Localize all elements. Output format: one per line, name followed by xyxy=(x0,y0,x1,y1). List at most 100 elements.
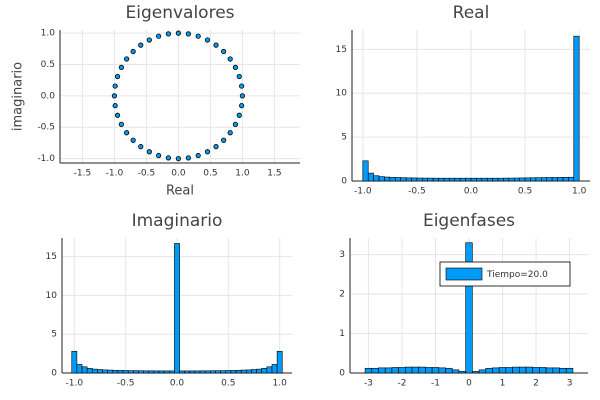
bar xyxy=(148,370,155,374)
point xyxy=(146,149,152,155)
x-tick-label: 0.0 xyxy=(170,379,185,389)
bar xyxy=(445,367,453,374)
y-tick-label: -0.5 xyxy=(37,123,55,133)
bar xyxy=(465,242,473,374)
point xyxy=(156,33,162,39)
x-tick-label: 0.5 xyxy=(518,187,532,197)
bar xyxy=(210,370,216,374)
bar xyxy=(102,369,108,374)
bar xyxy=(476,177,483,182)
y-tick-label: 5 xyxy=(341,133,347,143)
chart-title: Eigenfases xyxy=(423,211,515,231)
x-tick-label: 0.0 xyxy=(464,187,479,197)
bar xyxy=(443,177,450,182)
bar xyxy=(179,370,186,374)
point xyxy=(146,37,152,43)
bar xyxy=(240,369,247,374)
y-tick-label: 3 xyxy=(339,250,345,260)
bar xyxy=(127,370,134,374)
x-tick-label: 0 xyxy=(466,379,472,389)
x-tick-label: 0.5 xyxy=(221,379,235,389)
bar xyxy=(122,370,129,374)
bar xyxy=(384,367,393,374)
x-tick-label: 0.0 xyxy=(171,169,186,179)
bar xyxy=(486,177,493,182)
bar xyxy=(163,370,170,374)
bar xyxy=(174,243,180,374)
chart-title: Imaginario xyxy=(132,211,223,231)
bar xyxy=(535,177,542,182)
point xyxy=(138,42,144,48)
bar xyxy=(391,367,399,374)
point xyxy=(111,93,118,99)
bar xyxy=(465,177,472,182)
y-tick-label: 1.0 xyxy=(41,29,56,39)
bar xyxy=(470,177,477,182)
bar xyxy=(117,370,124,374)
x-tick-label: -3 xyxy=(364,379,373,389)
bar xyxy=(432,177,439,182)
bar xyxy=(552,367,560,374)
point xyxy=(239,93,245,99)
bar xyxy=(86,368,93,374)
bar xyxy=(371,367,379,374)
bar xyxy=(220,370,227,374)
x-tick-label: -2 xyxy=(397,379,406,389)
bar xyxy=(519,177,526,182)
bar xyxy=(215,370,221,374)
y-tick-label: 0 xyxy=(341,177,347,187)
bar xyxy=(367,172,374,182)
panel: -1.0 -0.5 0.0 0.5 1.0 0 5 10 15 Imaginario xyxy=(46,211,292,389)
point xyxy=(156,152,162,159)
bar xyxy=(551,177,558,182)
bar xyxy=(559,367,567,374)
bar xyxy=(458,371,466,374)
bar xyxy=(416,177,423,182)
panel: -1.0 -0.5 0.0 0.5 1.0 0 5 10 15 Real xyxy=(336,3,590,197)
point xyxy=(130,48,136,55)
bar xyxy=(235,369,242,374)
bar xyxy=(398,367,406,374)
bar xyxy=(478,369,487,374)
bar xyxy=(378,176,385,182)
x-tick-label: -0.5 xyxy=(117,379,135,389)
bar xyxy=(498,367,507,374)
legend-label: Tiempo=20.0 xyxy=(486,270,548,280)
bar xyxy=(418,366,426,374)
point xyxy=(165,31,172,37)
point xyxy=(204,37,211,43)
bar xyxy=(431,367,440,374)
bar xyxy=(438,367,446,374)
bar xyxy=(251,369,257,374)
bar xyxy=(454,177,461,182)
bar xyxy=(512,366,520,374)
panel: -3 -2 -1 0 1 2 3 0 1 2 3 Eigenfases Tiempo=20.0 xyxy=(339,211,588,389)
bar xyxy=(438,177,445,182)
bar xyxy=(225,370,232,374)
bar xyxy=(261,368,268,374)
bar xyxy=(472,371,480,374)
bar xyxy=(497,177,504,182)
bar xyxy=(81,366,88,374)
bar xyxy=(143,370,150,374)
y-tick-label: 1 xyxy=(339,329,345,339)
point xyxy=(185,31,191,37)
bar xyxy=(266,366,273,374)
y-tick-label: 0.0 xyxy=(41,91,56,101)
x-tick-label: -1 xyxy=(431,379,440,389)
x-tick-label: 3 xyxy=(567,379,573,389)
bar xyxy=(422,177,429,182)
bar xyxy=(133,370,139,374)
bar xyxy=(546,177,553,182)
point xyxy=(114,73,121,80)
bar xyxy=(378,367,386,374)
bar xyxy=(364,367,373,374)
y-tick-label: 0 xyxy=(339,369,345,379)
bar xyxy=(189,370,196,374)
bar xyxy=(518,366,527,374)
bar xyxy=(230,370,237,374)
point xyxy=(232,121,239,127)
y-tick-label: 2 xyxy=(339,290,345,300)
bar xyxy=(459,177,466,182)
